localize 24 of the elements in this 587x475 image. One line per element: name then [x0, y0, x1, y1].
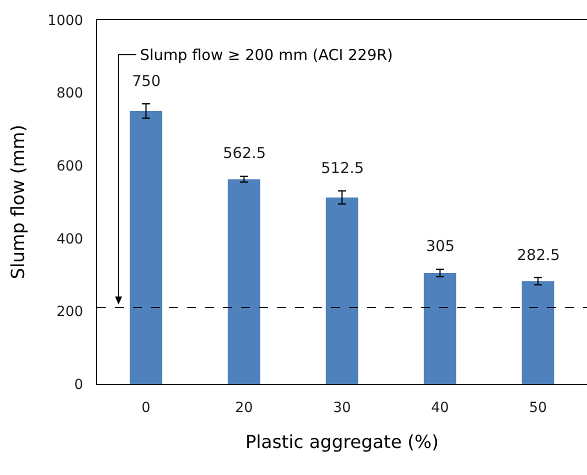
y-tick-label: 1000 — [48, 12, 84, 29]
bar — [522, 281, 554, 384]
ref-line-label: Slump flow ≥ 200 mm (ACI 229R) — [140, 46, 393, 64]
data-label: 750 — [132, 72, 161, 90]
data-label: 562.5 — [223, 144, 266, 162]
x-tick-label: 30 — [333, 400, 351, 416]
x-axis-title: Plastic aggregate (%) — [245, 432, 439, 453]
y-tick-label: 600 — [56, 158, 84, 174]
y-tick-label: 0 — [74, 376, 84, 393]
x-tick-label: 20 — [235, 400, 253, 416]
data-label: 305 — [426, 237, 455, 255]
y-tick-label: 200 — [56, 304, 84, 320]
y-tick-label: 400 — [56, 231, 84, 248]
data-label: 512.5 — [321, 159, 364, 177]
x-tick-label: 0 — [142, 400, 150, 416]
x-tick-label: 40 — [431, 400, 449, 416]
bar — [130, 111, 162, 384]
x-tick-label: 50 — [529, 400, 547, 416]
y-axis-title: Slump flow (mm) — [8, 124, 29, 280]
bar — [424, 272, 456, 384]
data-label: 282.5 — [517, 246, 560, 264]
bar — [228, 179, 260, 384]
bar — [326, 197, 358, 384]
y-tick-label: 800 — [56, 86, 84, 102]
